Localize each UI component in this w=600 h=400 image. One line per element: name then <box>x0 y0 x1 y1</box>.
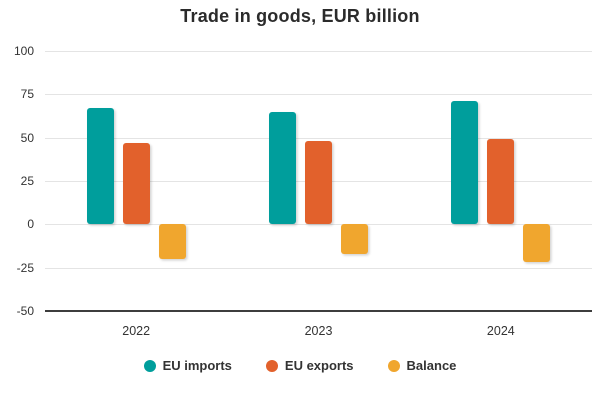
x-axis-line <box>45 310 592 312</box>
bar-eu-exports-2022[interactable] <box>122 142 150 225</box>
gridline-75 <box>45 94 592 96</box>
bar-balance-2023[interactable] <box>341 224 368 254</box>
x-axis-label-2024: 2024 <box>486 324 515 338</box>
y-tick-label-100: 100 <box>13 44 34 58</box>
x-axis-label-2022: 2022 <box>122 324 151 338</box>
y-tick-label-0: 0 <box>27 217 34 232</box>
legend-item-eu-exports[interactable]: EU exports <box>265 358 354 373</box>
gridline-100 <box>45 51 592 52</box>
legend-item-eu-imports[interactable]: EU imports <box>143 358 232 373</box>
bar-balance-2022[interactable] <box>158 224 186 259</box>
legend-label-eu-imports: EU imports <box>162 358 232 373</box>
legend-swatch-balance <box>387 359 400 372</box>
chart-title: Trade in goods, EUR billion <box>180 6 420 26</box>
bar-eu-exports-2023[interactable] <box>305 141 332 225</box>
y-tick-label-75: 75 <box>20 87 34 102</box>
bar-eu-exports-2024[interactable] <box>487 139 515 225</box>
gridline-0 <box>45 224 592 226</box>
y-tick-label--50: -50 <box>16 304 34 318</box>
gridline--25 <box>45 267 592 269</box>
legend-swatch-eu-imports <box>143 359 156 372</box>
bar-eu-imports-2023[interactable] <box>269 111 296 225</box>
bar-balance-2024[interactable] <box>523 224 551 263</box>
bar-eu-imports-2022[interactable] <box>86 108 114 225</box>
y-tick-label-25: 25 <box>20 174 34 188</box>
x-axis-label-2023: 2023 <box>304 324 333 338</box>
legend-item-balance[interactable]: Balance <box>387 358 457 373</box>
bar-eu-imports-2024[interactable] <box>451 101 479 225</box>
legend-swatch-eu-exports <box>265 359 278 372</box>
legend: EU imports EU exports Balance <box>0 358 600 373</box>
legend-label-eu-exports: EU exports <box>284 358 354 373</box>
y-tick-label-50: 50 <box>20 130 34 145</box>
gridline-50 <box>45 137 592 139</box>
legend-label-balance: Balance <box>406 358 457 373</box>
y-tick-label--25: -25 <box>16 260 34 275</box>
